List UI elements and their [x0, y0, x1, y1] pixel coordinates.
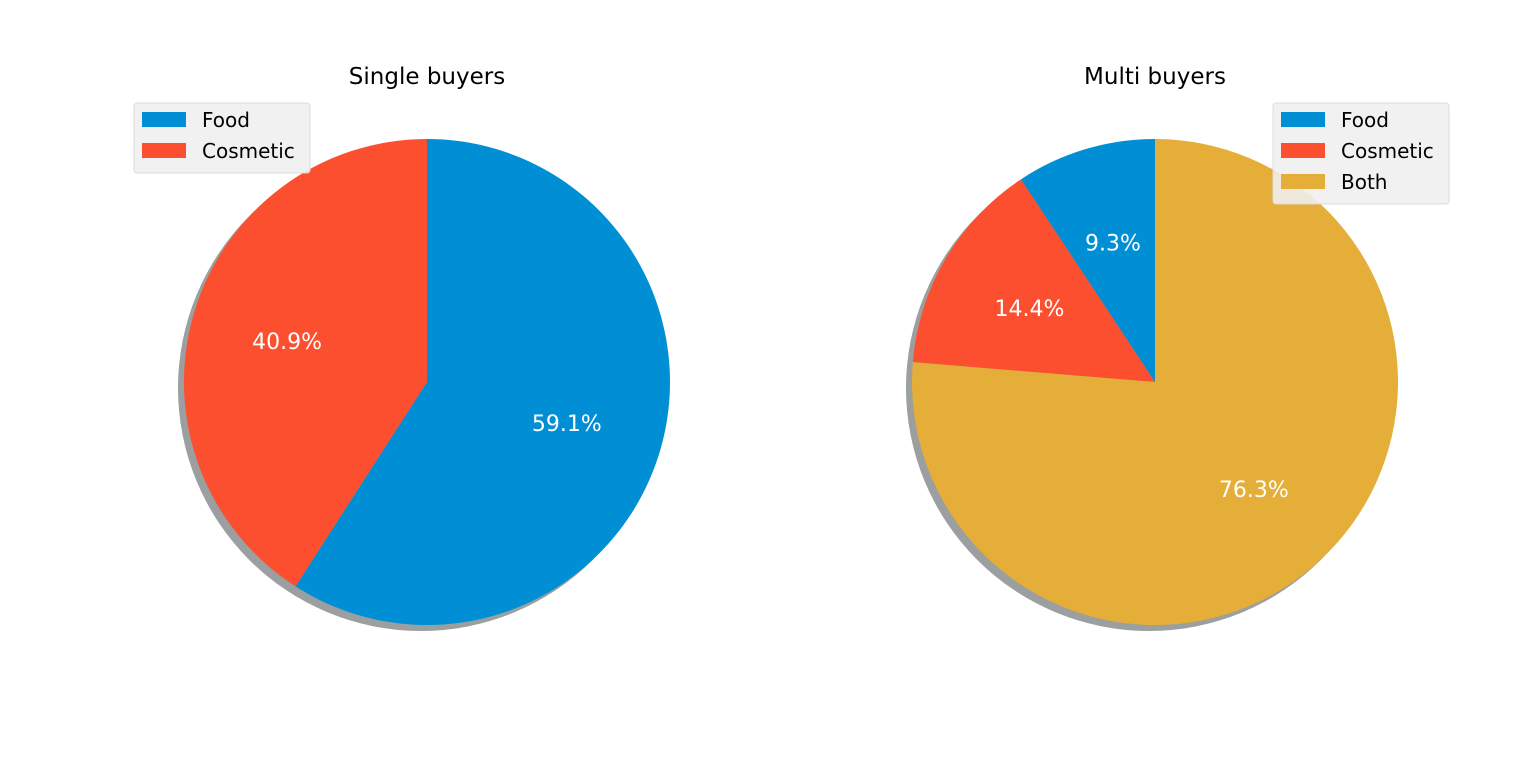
single-buyers-chart: Single buyers 59.1% 40.9% Food Cosmetic [133, 64, 671, 631]
legend-label-cosmetic: Cosmetic [202, 139, 295, 163]
legend-swatch-cosmetic [142, 143, 186, 158]
legend-label-both: Both [1341, 170, 1387, 194]
legend-swatch-both [1281, 174, 1325, 189]
chart-title: Single buyers [349, 64, 505, 90]
pie-slice-cosmetic [912, 179, 1155, 382]
legend-label-cosmetic: Cosmetic [1341, 139, 1434, 163]
legend-swatch-food [1281, 112, 1325, 127]
legend: Food Cosmetic Both [1272, 102, 1450, 205]
pie-slice-both [912, 139, 1398, 625]
pie-slice-food [295, 139, 671, 625]
slice-percent-label: 40.9% [252, 330, 322, 355]
legend: Food Cosmetic [133, 102, 311, 174]
slice-percent-label: 59.1% [532, 412, 602, 437]
pie-slice-food [1020, 139, 1155, 382]
slice-percent-label: 76.3% [1219, 478, 1289, 503]
slice-percent-label: 9.3% [1085, 231, 1141, 256]
slice-percent-label: 14.4% [995, 297, 1065, 322]
multi-buyers-chart: Multi buyers 9.3% 14.4% 76.3% Food Cosmetic B… [906, 64, 1450, 631]
legend-swatch-food [142, 112, 186, 127]
legend-label-food: Food [202, 108, 250, 132]
pie-slice-cosmetic [184, 139, 427, 587]
legend-swatch-cosmetic [1281, 143, 1325, 158]
chart-title: Multi buyers [1084, 64, 1226, 90]
legend-label-food: Food [1341, 108, 1389, 132]
